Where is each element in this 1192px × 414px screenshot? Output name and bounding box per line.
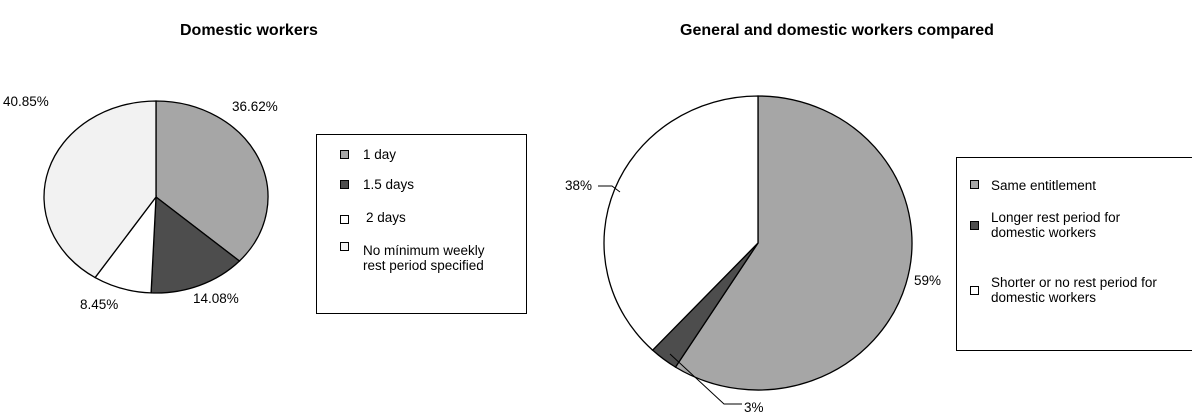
slice-value-label: 59% <box>914 273 941 288</box>
pie-slice <box>603 95 759 352</box>
legend-swatch <box>340 215 349 224</box>
slice-value-label: 40.85% <box>3 94 49 109</box>
leader-line <box>669 353 742 405</box>
chart-title-domestic: Domestic workers <box>180 22 318 39</box>
chart-title-compared: General and domestic workers compared <box>680 22 994 39</box>
legend-label: 2 days <box>366 210 406 225</box>
legend-swatch <box>970 180 979 189</box>
pie-slice <box>674 95 913 391</box>
legend-swatch <box>340 150 349 159</box>
legend-compared: Same entitlement Longer rest period for … <box>956 157 1192 351</box>
legend-swatch <box>340 242 349 251</box>
slice-value-label: 3% <box>744 400 764 414</box>
pie-slice <box>150 195 241 294</box>
pie-slice <box>43 100 157 279</box>
leader-line <box>598 185 621 193</box>
slice-value-label: 14.08% <box>193 291 239 306</box>
legend-label: Longer rest period for domestic workers <box>991 210 1121 240</box>
slice-value-label: 8.45% <box>80 297 118 312</box>
legend-domestic: 1 day 1.5 days 2 days No mínimum weekly … <box>316 134 527 314</box>
legend-label: 1.5 days <box>363 177 415 192</box>
legend-label: Shorter or no rest period for domestic w… <box>991 275 1157 305</box>
legend-label: 1 day <box>363 147 397 162</box>
pie-slice <box>155 100 269 262</box>
slice-value-label: 36.62% <box>232 99 278 114</box>
legend-swatch <box>970 286 979 295</box>
legend-swatch <box>340 180 349 189</box>
slice-value-label: 38% <box>565 178 592 193</box>
legend-label: No mínimum weekly rest period specified <box>363 243 485 273</box>
legend-label: Same entitlement <box>991 178 1097 193</box>
legend-swatch <box>970 221 979 230</box>
